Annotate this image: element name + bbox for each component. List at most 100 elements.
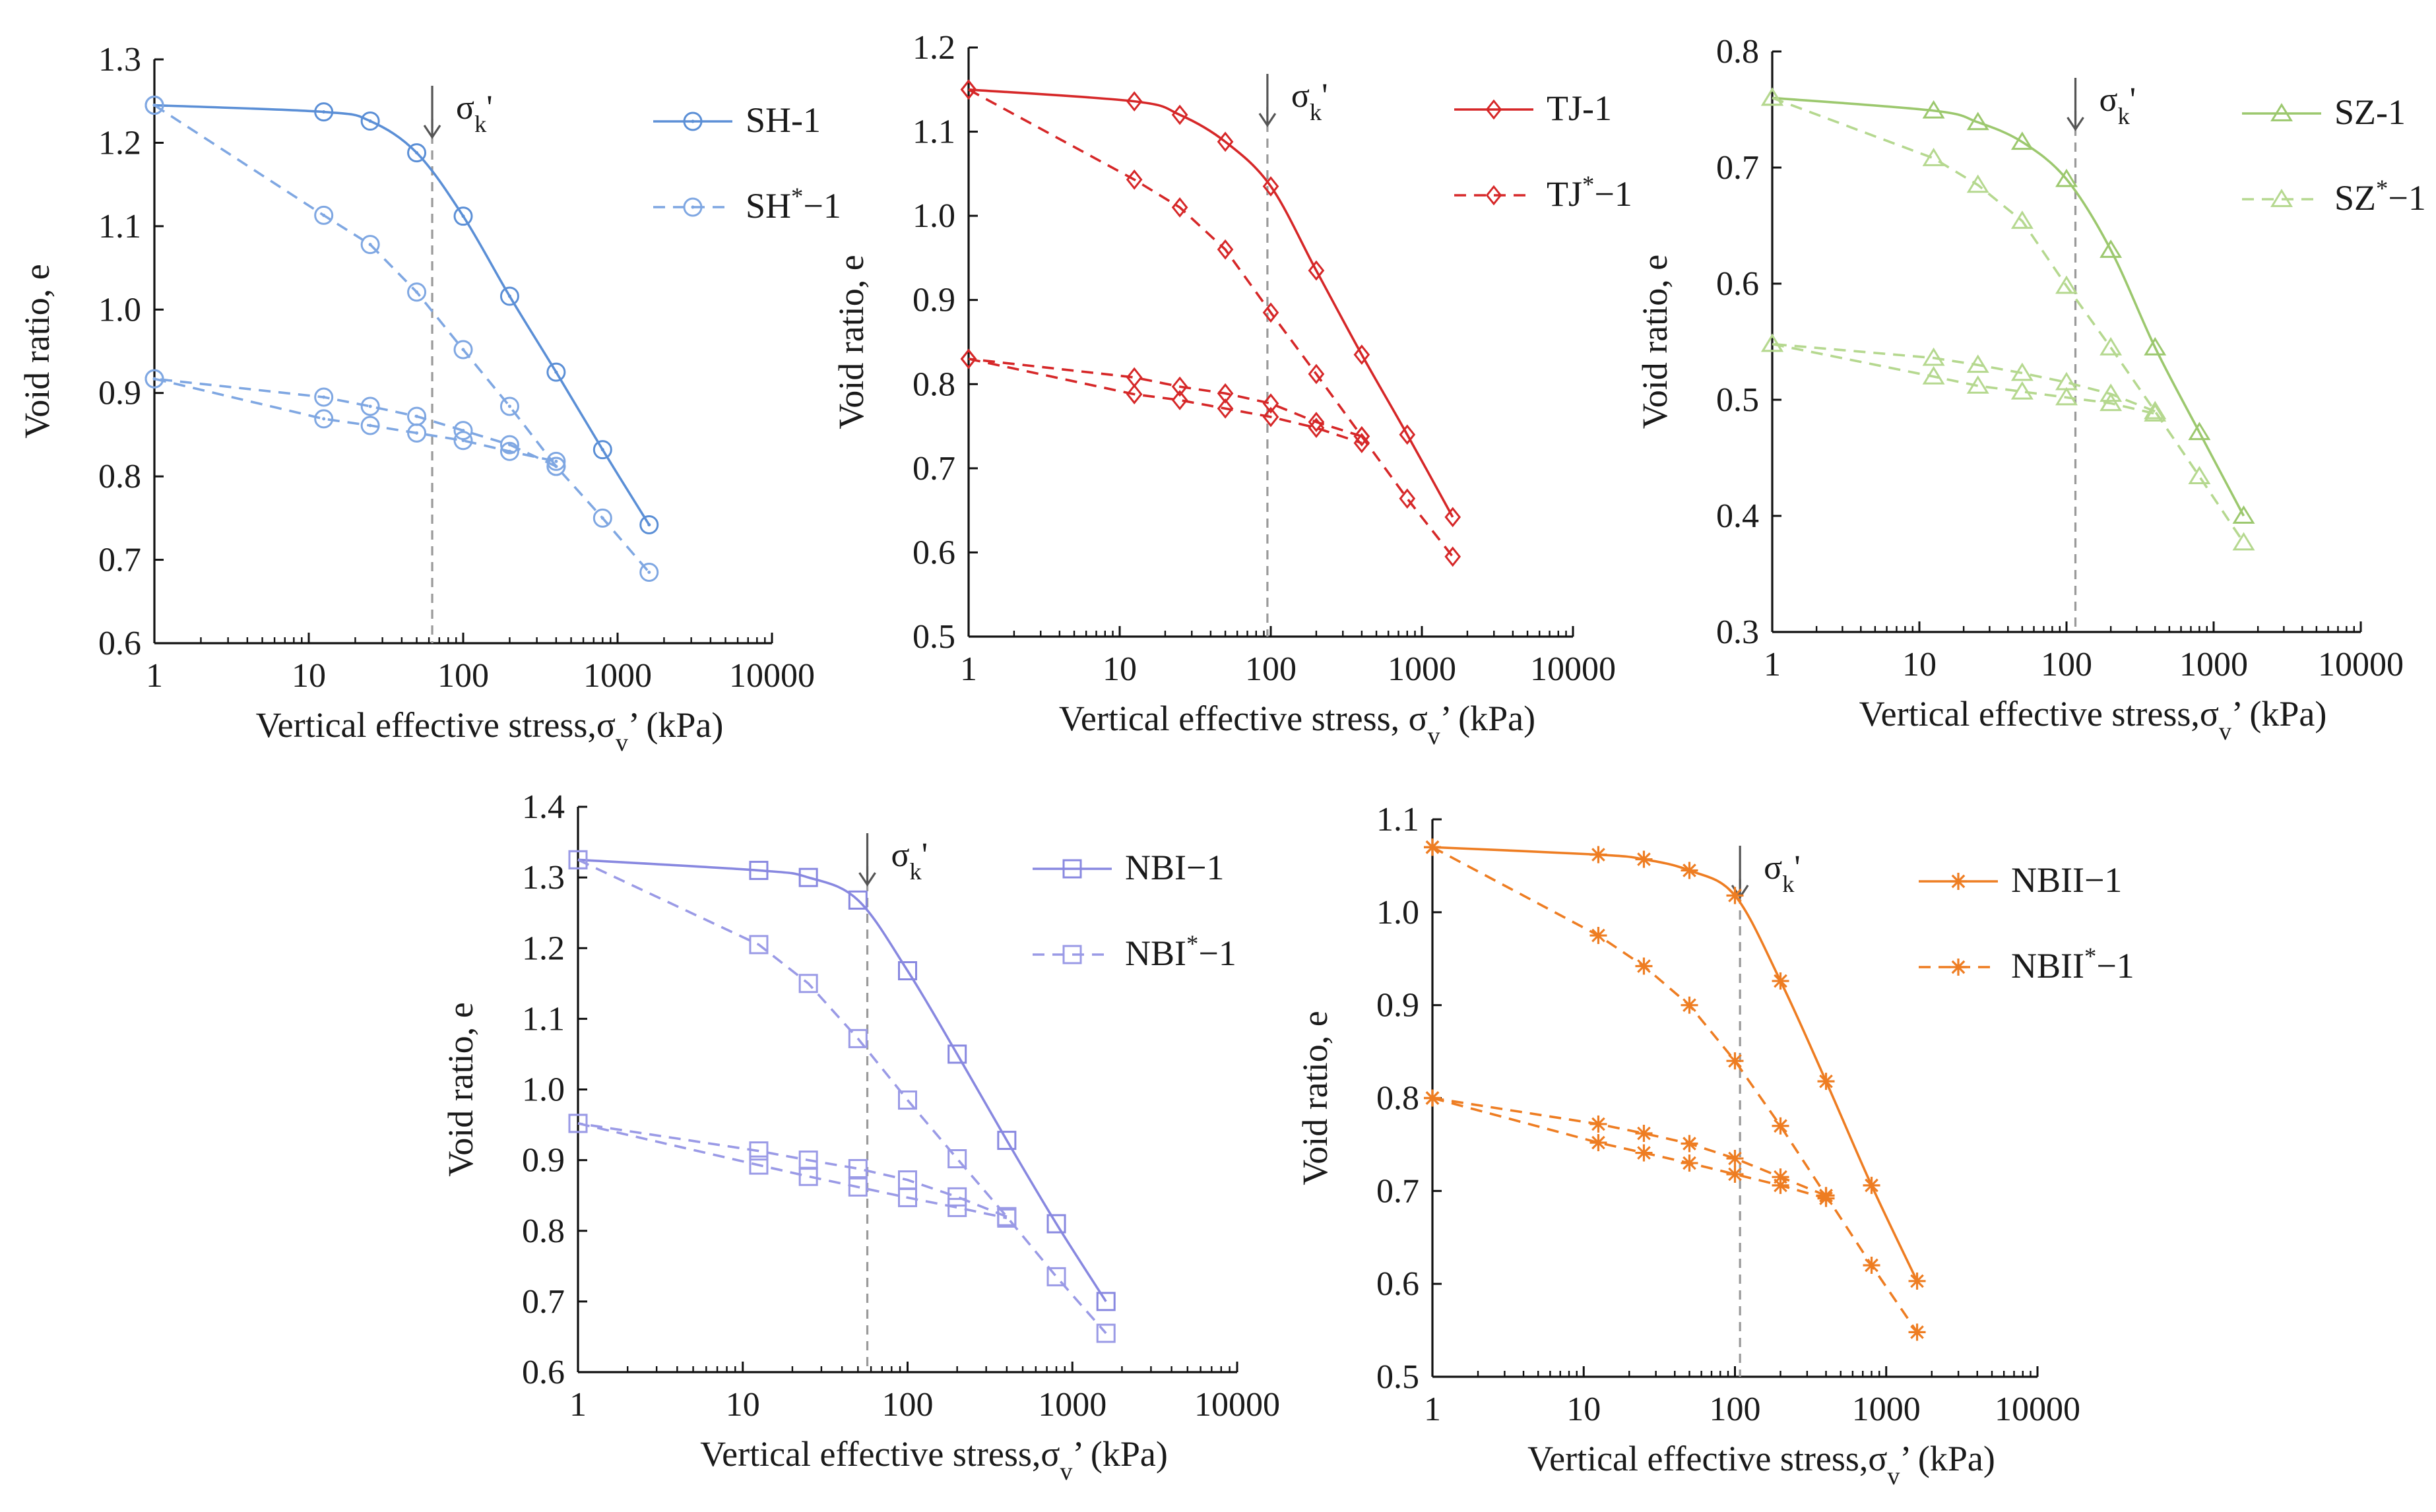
- x-tick-label: 10000: [1995, 1391, 2080, 1428]
- data-point-ring: [593, 440, 612, 460]
- data-point-arm-3: [1774, 974, 1787, 988]
- series-line-0: [968, 88, 1454, 518]
- data-point: [2099, 393, 2123, 412]
- series-line-1: [1432, 846, 1919, 1333]
- data-point-ring: [499, 396, 519, 416]
- x-axis-title: Vertical effective stress,σv’ (kPa): [1527, 1439, 1995, 1490]
- y-tick-label: 1.4: [522, 788, 565, 826]
- legend-label: SH-1: [746, 100, 821, 140]
- data-point-arm-3: [1774, 1119, 1787, 1133]
- legend-marker: [683, 197, 703, 217]
- data-point-dot: [322, 417, 326, 421]
- data-point-ring: [639, 515, 659, 534]
- data-point: [1966, 375, 1989, 394]
- x-tick-label: 10000: [1530, 650, 1616, 688]
- series-line-3: [968, 358, 1362, 445]
- data-point: [898, 961, 917, 981]
- data-point: [1772, 1176, 1789, 1194]
- legend-marker-dot: [691, 205, 695, 209]
- data-point: [947, 1187, 967, 1207]
- data-point: [1863, 1257, 1880, 1274]
- data-point: [1863, 1176, 1880, 1194]
- data-point: [499, 396, 519, 416]
- x-tick-label: 10: [1566, 1391, 1601, 1428]
- x-tick-label: 1000: [1388, 650, 1456, 688]
- data-point: [1046, 1214, 1066, 1234]
- data-point: [407, 143, 427, 163]
- legend-marker-dot: [691, 119, 695, 123]
- y-tick-label: 1.0: [913, 197, 955, 235]
- data-point: [1262, 406, 1279, 427]
- data-point: [1217, 131, 1234, 152]
- data-point: [1126, 384, 1143, 404]
- legend-marker: [2270, 103, 2293, 121]
- data-point: [593, 440, 612, 460]
- x-tick-label: 100: [882, 1386, 934, 1424]
- legend-label: NBI−1: [1125, 848, 1224, 887]
- y-tick-label: 1.1: [913, 113, 955, 151]
- data-point: [997, 1208, 1017, 1228]
- x-tick-label: 1: [146, 657, 163, 695]
- data-point: [1635, 850, 1653, 868]
- data-point: [2144, 336, 2167, 356]
- data-point: [1262, 393, 1279, 414]
- data-point-arm-3: [1728, 1167, 1742, 1181]
- data-point: [898, 1187, 917, 1207]
- data-point: [2144, 403, 2167, 422]
- data-point: [1922, 148, 1945, 166]
- legend-marker: [1062, 859, 1082, 879]
- x-tick-label: 10000: [2318, 646, 2404, 683]
- y-tick-label: 0.8: [1376, 1080, 1419, 1118]
- legend-marker-ring: [683, 111, 703, 131]
- data-point-ring: [360, 111, 380, 131]
- data-point-arm-3: [1683, 1156, 1696, 1170]
- series-line-3: [154, 377, 557, 463]
- data-point-dot: [415, 290, 419, 294]
- data-point: [1126, 169, 1143, 190]
- data-point: [1424, 1089, 1441, 1107]
- data-point: [960, 348, 977, 369]
- data-point: [453, 206, 473, 226]
- data-point-ring: [360, 396, 380, 416]
- y-tick-label: 1.2: [98, 124, 141, 162]
- chart-nb1: 0.6 0.7 0.8 0.9 1.0 1.1 1.2 1.3 1.4 1 10 100 1000 100…: [441, 788, 1280, 1486]
- data-point: [2099, 239, 2123, 258]
- data-point: [947, 1044, 967, 1064]
- data-point: [1444, 546, 1461, 567]
- data-point-ring: [144, 369, 164, 389]
- data-point: [1966, 174, 1989, 193]
- sigma-k-label: σk': [891, 836, 928, 885]
- data-point: [1966, 354, 1989, 373]
- data-point-dot: [322, 213, 326, 217]
- y-tick-label: 1.1: [522, 1000, 565, 1038]
- data-point-ring: [314, 387, 334, 407]
- data-point-arm-3: [1728, 1054, 1742, 1068]
- data-point: [1262, 302, 1279, 323]
- y-tick-label: 0.8: [1716, 33, 1759, 71]
- data-point: [546, 451, 566, 471]
- data-point: [593, 508, 612, 528]
- chart-tj: 0.5 0.6 0.7 0.8 0.9 1.0 1.1 1.2 1 10 100 1000 10000 V…: [831, 29, 1632, 750]
- data-point: [848, 1177, 868, 1197]
- sigma-k-label: σk': [1764, 849, 1801, 897]
- data-point: [453, 431, 473, 451]
- data-point: [1589, 927, 1607, 945]
- data-point-dot: [461, 214, 465, 218]
- data-point: [2055, 387, 2078, 406]
- data-point: [1908, 1323, 1926, 1341]
- y-tick-label: 0.5: [1376, 1358, 1419, 1396]
- data-point-dot: [554, 370, 558, 374]
- y-tick-label: 0.8: [98, 458, 141, 495]
- x-tick-label: 100: [437, 657, 489, 695]
- data-point: [360, 416, 380, 435]
- data-point: [499, 441, 519, 461]
- data-point: [798, 974, 818, 993]
- data-point-arm-3: [1728, 1151, 1742, 1166]
- series-line-1: [968, 88, 1454, 557]
- sigma-k-label: σk': [2099, 81, 2136, 129]
- data-point: [1171, 376, 1188, 397]
- data-point: [2010, 362, 2034, 381]
- data-point-dot: [368, 424, 372, 427]
- legend-label: SH*−1: [746, 183, 841, 226]
- sigma-k-label: σk': [456, 89, 493, 137]
